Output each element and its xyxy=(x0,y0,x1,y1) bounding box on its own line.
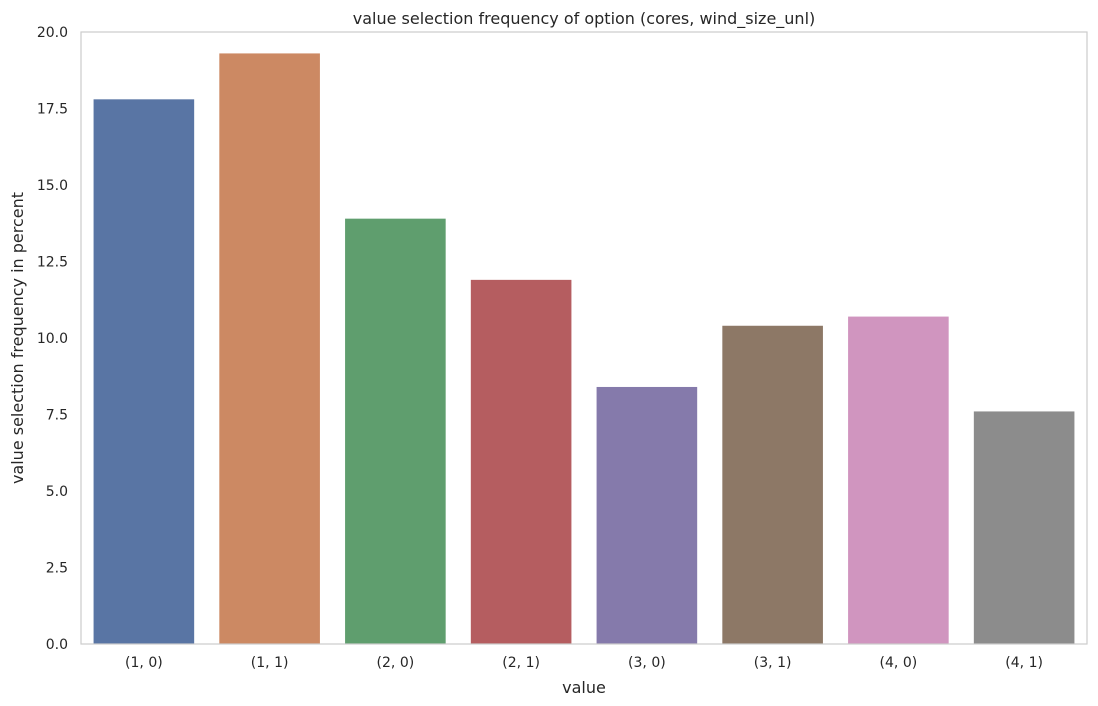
x-tick-label: (3, 1) xyxy=(754,655,792,671)
bar xyxy=(973,411,1075,644)
plot-frame xyxy=(80,31,1088,645)
x-axis-label: value xyxy=(562,678,606,697)
bar xyxy=(93,99,195,644)
x-tick-label: (3, 0) xyxy=(628,655,666,671)
y-tick-label: 5.0 xyxy=(46,484,68,500)
x-tick-label: (4, 1) xyxy=(1005,655,1043,671)
y-tick-label: 10.0 xyxy=(37,331,68,347)
bar xyxy=(848,316,949,644)
y-tick-label: 17.5 xyxy=(37,102,68,118)
x-tick-label: (2, 0) xyxy=(377,655,415,671)
bars-group xyxy=(93,53,1075,645)
y-axis-ticks: 0.0 2.5 5.0 7.5 10.0 12.5 15.0 17.5 20.0 xyxy=(37,25,68,653)
chart-title: value selection frequency of option (cor… xyxy=(353,9,816,29)
bar xyxy=(470,279,572,644)
y-tick-label: 12.5 xyxy=(37,255,68,271)
x-tick-label: (4, 0) xyxy=(880,655,918,671)
bar xyxy=(219,53,320,645)
y-tick-label: 0.0 xyxy=(46,637,68,653)
y-tick-label: 15.0 xyxy=(37,178,68,194)
y-axis-label: value selection frequency in percent xyxy=(8,192,27,484)
y-tick-label: 2.5 xyxy=(46,561,68,577)
x-tick-label: (1, 1) xyxy=(251,655,289,671)
y-tick-label: 7.5 xyxy=(46,408,68,424)
bar xyxy=(722,325,823,644)
bar xyxy=(596,386,698,644)
x-tick-label: (1, 0) xyxy=(125,655,163,671)
x-axis-ticks: (1, 0) (1, 1) (2, 0) (2, 1) (3, 0) (3, 1) (4, … xyxy=(125,655,1043,671)
x-tick-label: (2, 1) xyxy=(502,655,540,671)
bar xyxy=(345,218,446,644)
y-tick-label: 20.0 xyxy=(37,25,68,41)
